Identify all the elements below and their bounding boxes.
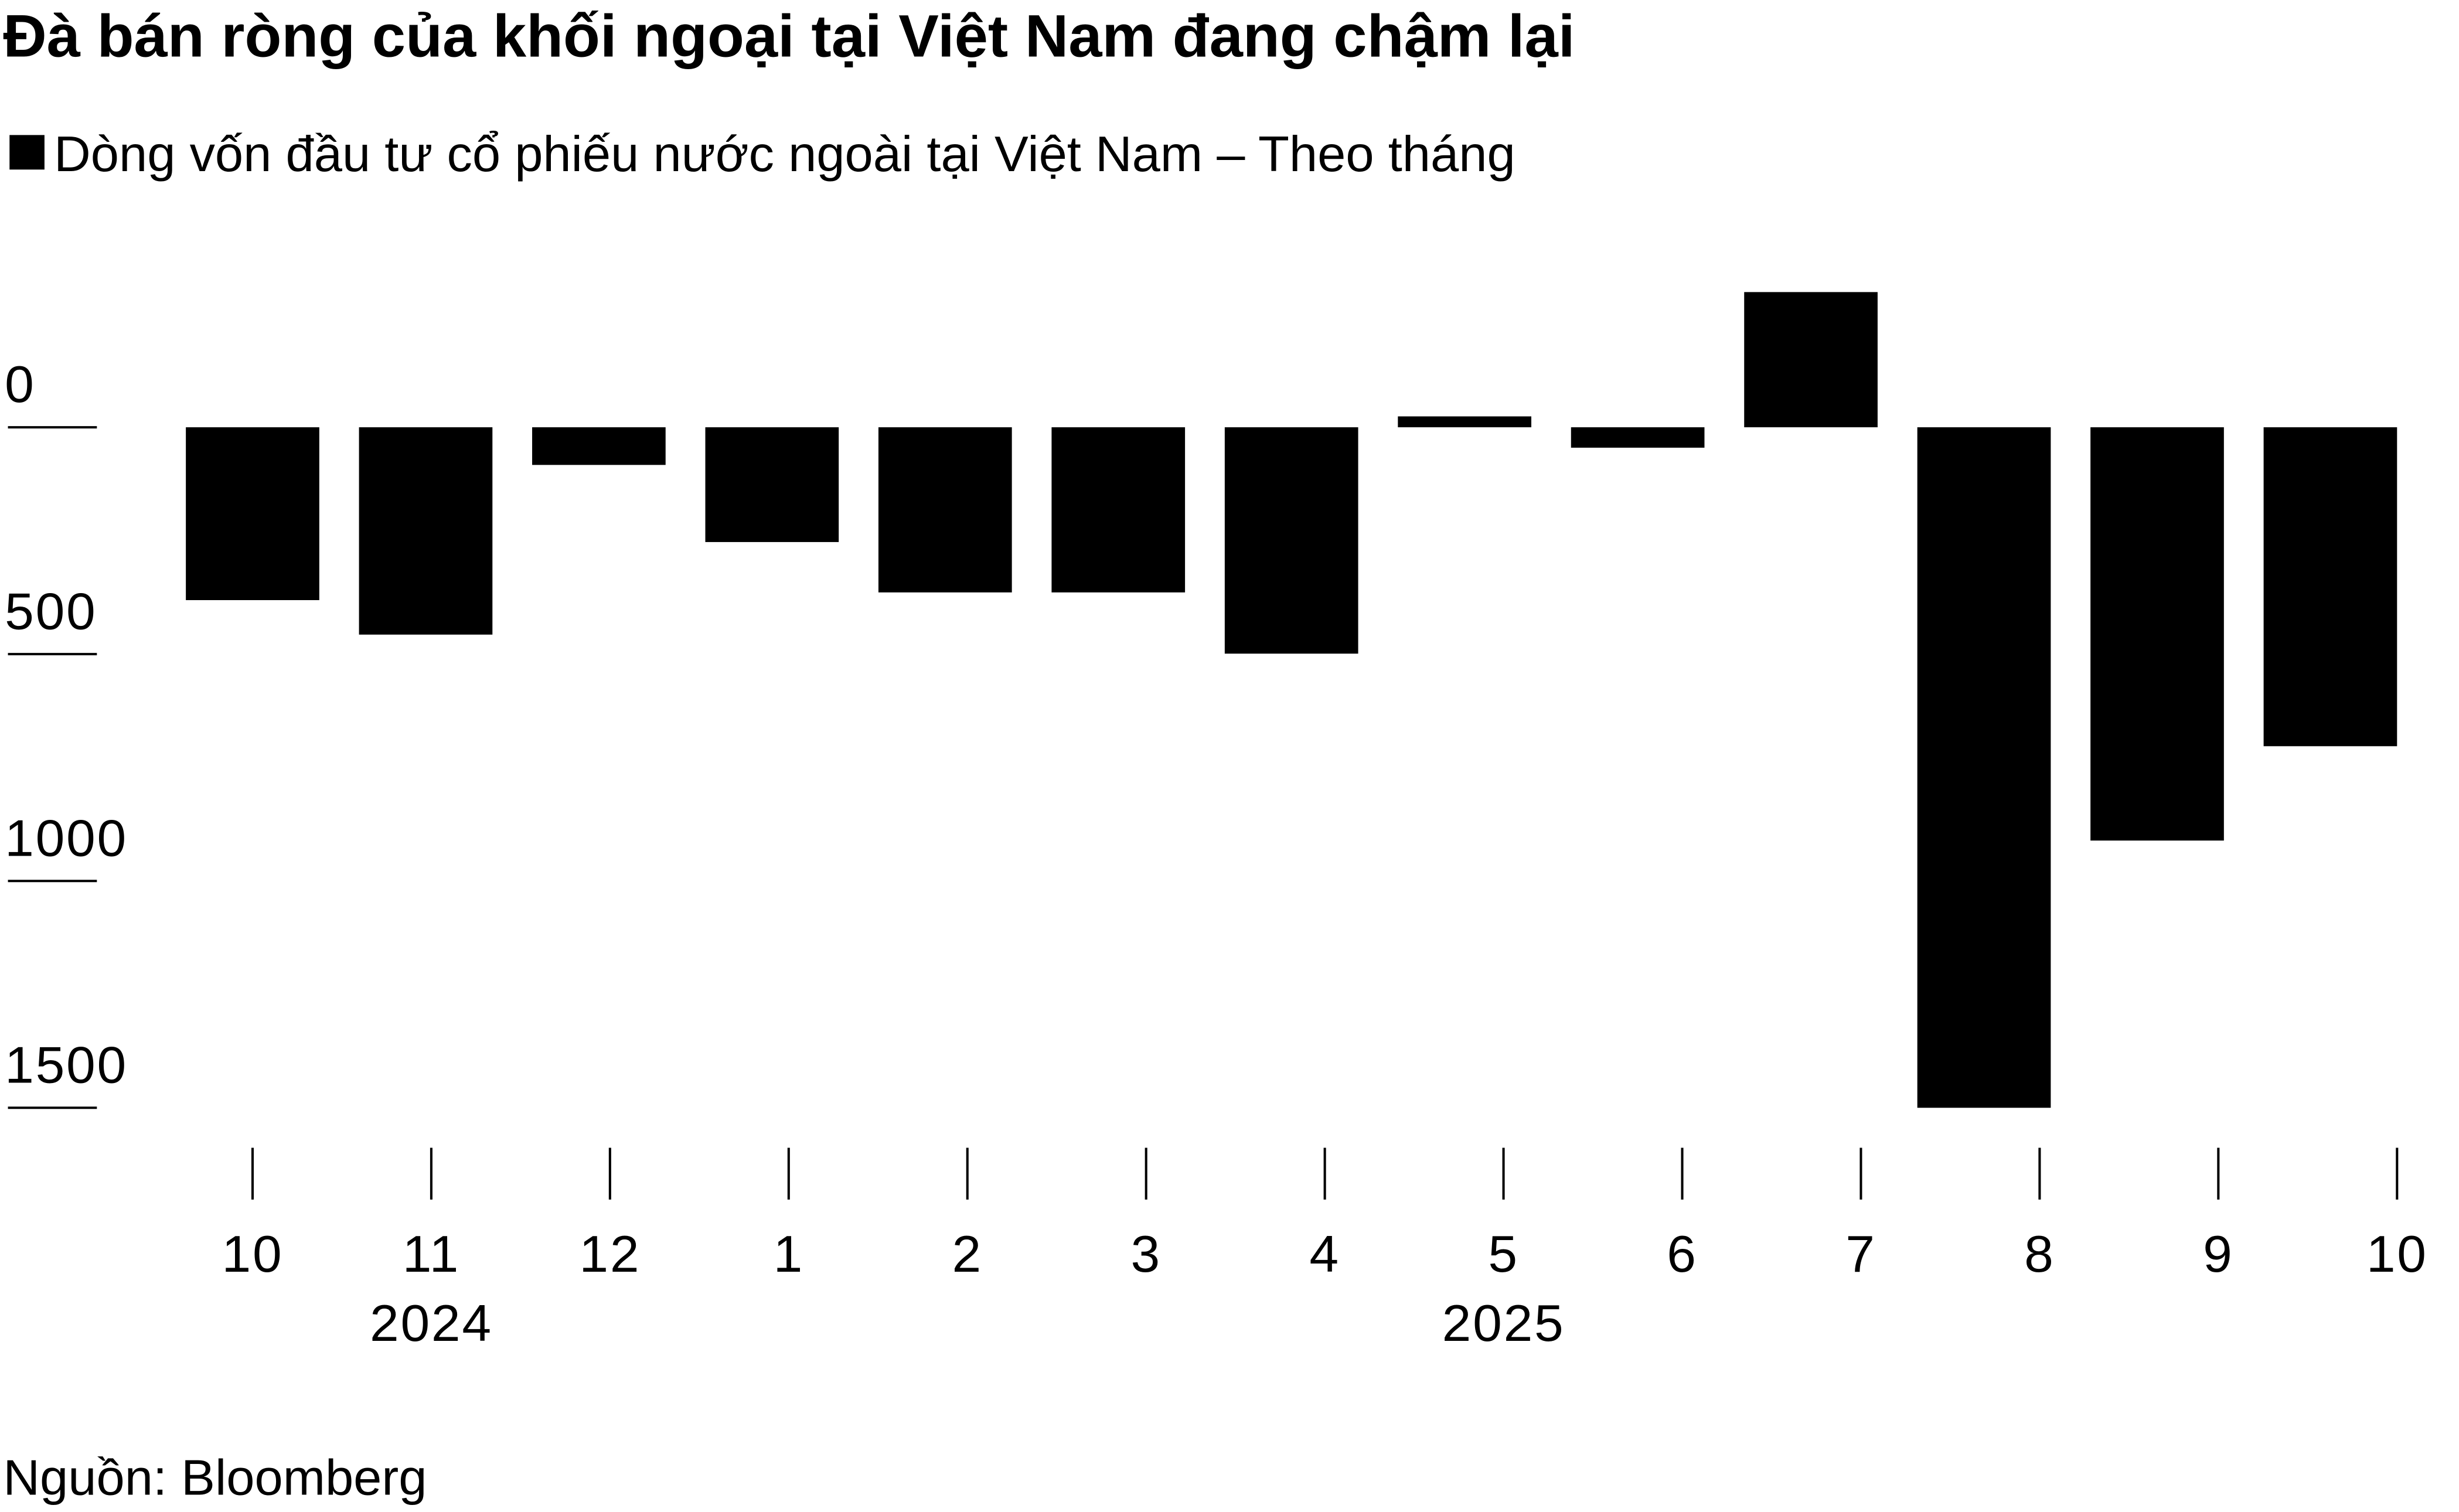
x-tick-label: 8 (2024, 1225, 2055, 1283)
x-tick-label: 10 (222, 1225, 284, 1283)
bar (1917, 427, 2051, 1108)
x-tick-label: 7 (1845, 1225, 1876, 1283)
source: Nguồn: Bloomberg (3, 1450, 427, 1506)
y-tick-label: 0 (5, 355, 35, 413)
bar (878, 427, 1012, 592)
bar (1051, 427, 1186, 592)
bar (705, 427, 839, 542)
y-tick-label: 1500 (5, 1036, 128, 1094)
bar (1571, 427, 1705, 448)
bar (1224, 427, 1358, 654)
bar (1744, 292, 1878, 428)
chart-title: Đà bán ròng của khối ngoại tại Việt Nam … (3, 2, 1575, 69)
x-tick-label: 3 (1130, 1225, 1161, 1283)
x-tick-label: 11 (403, 1225, 460, 1283)
y-tick-label: 1000 (5, 809, 128, 867)
bar (2090, 427, 2224, 841)
x-tick-label: 10 (2366, 1225, 2428, 1283)
legend-swatch (9, 135, 45, 170)
bar (2263, 427, 2397, 747)
bar (359, 427, 493, 635)
bar (186, 427, 319, 601)
x-tick-label: 9 (2203, 1225, 2233, 1283)
x-tick-label: 4 (1309, 1225, 1340, 1283)
y-tick-label: 500 (5, 582, 97, 640)
x-tick-label: 5 (1488, 1225, 1518, 1283)
x-tick-label: 6 (1667, 1225, 1697, 1283)
year-label: 2025 (1442, 1293, 1565, 1351)
x-tick-label: 2 (952, 1225, 983, 1283)
x-tick-label: 1 (774, 1225, 804, 1283)
legend-label: Dòng vốn đầu tư cổ phiếu nước ngoài tại … (54, 126, 1515, 182)
bar (1398, 416, 1532, 428)
x-tick-label: 12 (579, 1225, 641, 1283)
year-label: 2024 (370, 1293, 493, 1351)
bar (532, 427, 666, 465)
